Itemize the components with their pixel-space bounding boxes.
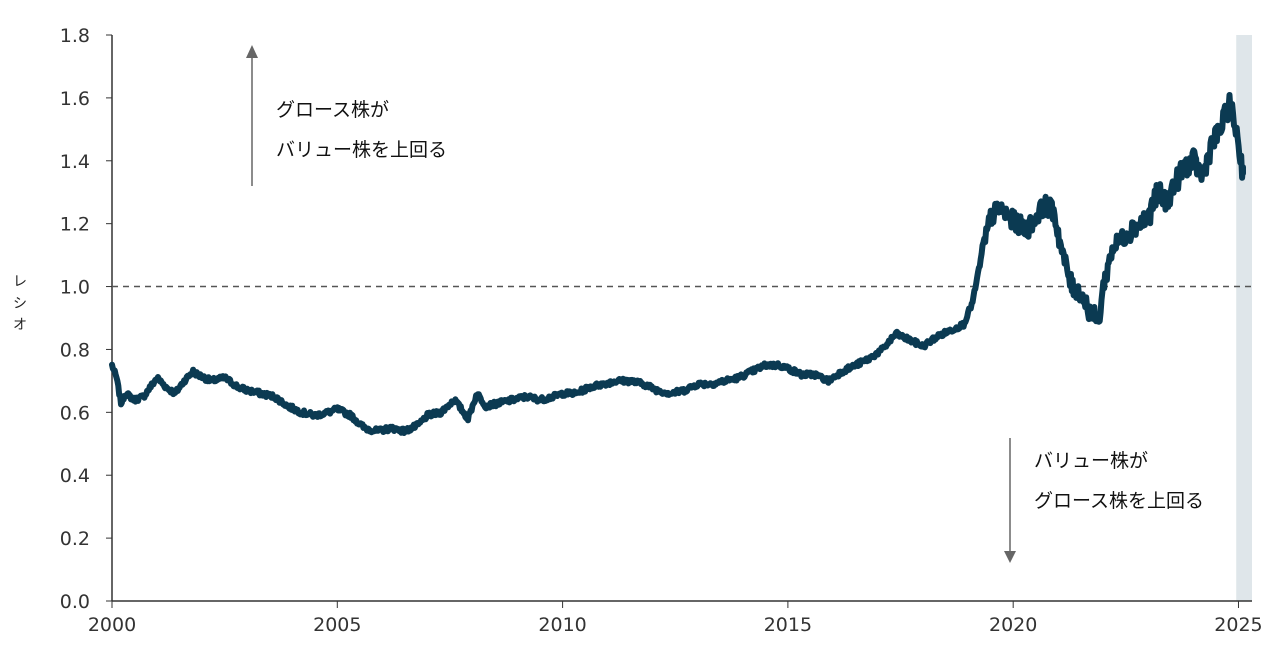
y-axis-label-char-3: オ [13,317,27,334]
series-line [109,92,1246,436]
x-tick-label-0: 2000 [88,614,136,636]
y-tick-label-4: 0.8 [60,339,90,361]
y-tick-label-0: 0.0 [60,591,90,613]
arrow-up-icon [246,45,258,58]
y-axis-label-char-1: レ [13,274,27,290]
y-tick-label-9: 1.8 [60,25,90,47]
shaded-period [1236,35,1252,601]
axes [111,35,1252,602]
x-tick-label-1: 2005 [313,614,361,636]
value-annotation-line2: グロース株を上回る [1034,490,1205,512]
y-axis-label: レ シ オ [10,272,30,337]
ticks: 0.0 0.2 0.4 0.6 0.8 1.0 1.2 1.4 1.6 1.8 2000 2005 20… [60,25,1263,636]
y-tick-label-6: 1.2 [60,214,90,236]
y-tick-label-5: 1.0 [60,277,90,299]
x-tick-label-4: 2020 [989,614,1037,636]
y-tick-label-1: 0.2 [60,528,90,550]
arrow-down-icon [1004,551,1016,563]
y-tick-label-3: 0.6 [60,402,90,424]
y-tick-label-7: 1.4 [60,151,90,173]
y-axis-label-char-2: シ [13,295,27,312]
value-annotation-line1: バリュー株が [1034,450,1149,472]
x-tick-label-3: 2015 [764,614,812,636]
growth-annotation-line2: バリュー株を上回る [276,139,448,161]
x-tick-label-5: 2025 [1214,614,1262,636]
x-tick-label-2: 2010 [538,614,586,636]
y-tick-label-2: 0.4 [60,465,90,487]
value-annotation: バリュー株が グロース株を上回る [1034,452,1204,511]
growth-annotation-line1: グロース株が [276,99,390,121]
y-tick-label-8: 1.6 [60,88,90,110]
growth-annotation: グロース株が バリュー株を上回る [276,101,447,160]
